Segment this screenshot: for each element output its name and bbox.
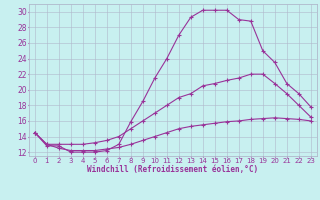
X-axis label: Windchill (Refroidissement éolien,°C): Windchill (Refroidissement éolien,°C): [87, 165, 258, 174]
